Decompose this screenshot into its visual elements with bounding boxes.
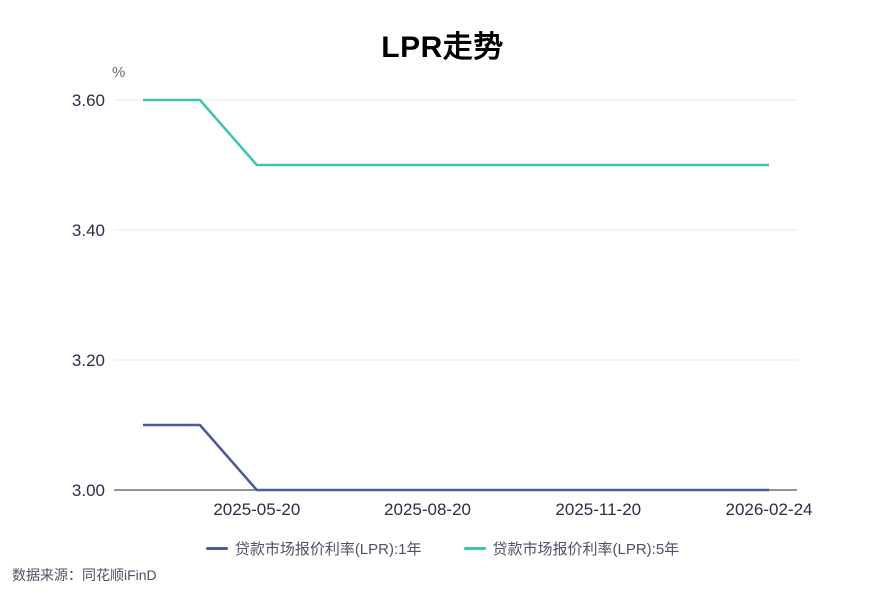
legend-item-lpr-1y[interactable]: 贷款市场报价利率(LPR):1年 xyxy=(205,538,422,559)
series-line-lpr-5y xyxy=(143,98,769,167)
y-tick-label: 3.20 xyxy=(72,351,105,370)
x-tick-label: 2025-05-20 xyxy=(213,500,300,519)
y-tick-label: 3.40 xyxy=(72,221,105,240)
x-tick-label: 2026-02-24 xyxy=(726,500,813,519)
y-axis-unit-label: % xyxy=(112,64,126,81)
x-tick-label: 2025-08-20 xyxy=(384,500,471,519)
legend-label: 贷款市场报价利率(LPR):5年 xyxy=(492,541,680,558)
legend-dash-icon xyxy=(463,547,486,550)
chart-title: LPR走势 xyxy=(381,31,504,64)
legend-item-lpr-5y[interactable]: 贷款市场报价利率(LPR):5年 xyxy=(463,538,680,559)
series-line-lpr-1y xyxy=(143,423,769,492)
y-tick-label: 3.00 xyxy=(72,481,105,500)
data-source-note: 数据来源：同花顺iFinD xyxy=(12,567,157,583)
legend: 贷款市场报价利率(LPR):1年 贷款市场报价利率(LPR):5年 xyxy=(0,538,885,559)
x-tick-label: 2025-11-20 xyxy=(555,500,641,519)
legend-dash-icon xyxy=(205,547,228,550)
legend-label: 贷款市场报价利率(LPR):1年 xyxy=(234,541,422,558)
y-tick-label: 3.60 xyxy=(72,91,105,110)
